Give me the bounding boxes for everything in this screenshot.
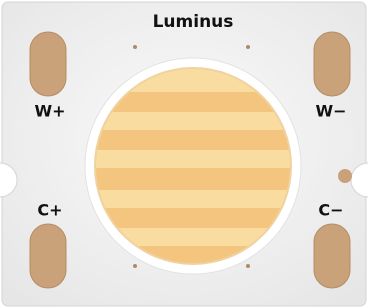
pad — [314, 224, 350, 288]
led-module-photo: Luminus W+ W− C+ C− — [0, 0, 368, 308]
stripe — [90, 130, 300, 150]
pad — [30, 32, 66, 96]
pad — [314, 32, 350, 96]
terminal-label: C− — [318, 201, 343, 220]
terminal-label: W+ — [34, 102, 65, 121]
terminal-label: C+ — [37, 201, 62, 220]
stripe — [90, 168, 300, 190]
hole — [338, 169, 352, 183]
dot — [133, 45, 137, 49]
dot — [246, 45, 250, 49]
dot — [246, 264, 250, 268]
stripe — [90, 208, 300, 228]
terminal-label: W− — [315, 102, 346, 121]
page: Luminus W+ W− C+ C− (() => { const data … — [0, 0, 368, 308]
brand: Luminus — [153, 12, 234, 32]
pad — [30, 224, 66, 288]
dot — [133, 264, 137, 268]
